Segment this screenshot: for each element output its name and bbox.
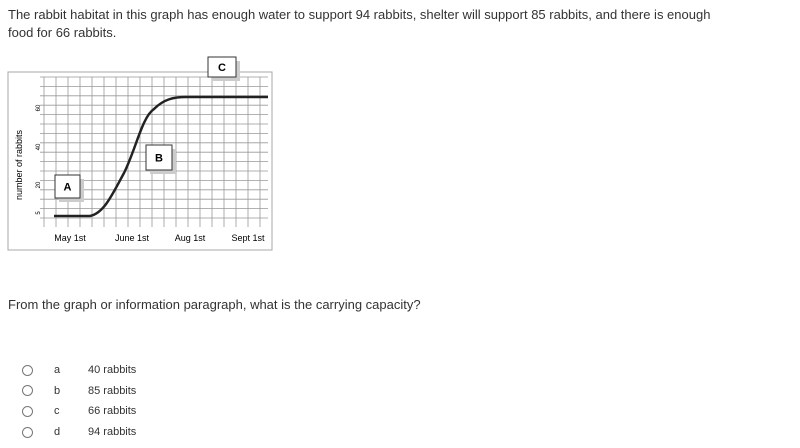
option-text: 66 rabbits [88, 405, 137, 418]
marker-box [207, 56, 237, 78]
option[interactable]: b 85 rabbits [22, 381, 136, 401]
marker-box [145, 144, 173, 171]
radio-button[interactable] [22, 364, 33, 376]
x-tick-label: May 1st [54, 233, 86, 243]
marker-label: A [64, 182, 72, 194]
option-text: 40 rabbits [88, 364, 137, 376]
x-tick-label: Aug 1st [175, 233, 206, 243]
y-tick-label: 60 [36, 104, 42, 111]
option-letter: b [54, 384, 61, 397]
radio-button[interactable] [22, 426, 33, 438]
y-axis-label: number of rabbits [14, 129, 24, 200]
option[interactable]: d 94 rabbits [22, 422, 136, 442]
y-tick-label: 40 [36, 143, 42, 150]
graph: number of rabbits 60 40 20 5 May 1st June 1st A… [7, 56, 273, 251]
option-letter: c [54, 405, 60, 418]
radio-button[interactable] [22, 405, 33, 417]
marker-label: C [218, 62, 226, 74]
option-text: 85 rabbits [88, 384, 137, 397]
x-tick-label: June 1st [115, 233, 150, 243]
y-tick-label: 20 [36, 181, 42, 188]
x-tick-label: Sept 1st [231, 233, 265, 243]
option[interactable]: c 66 rabbits [22, 401, 136, 421]
option-text: 94 rabbits [88, 426, 137, 439]
prompt-text: From the graph or information paragraph,… [8, 297, 421, 312]
marker-box [54, 174, 81, 199]
marker-label: B [155, 153, 163, 165]
growth-curve [54, 95, 268, 218]
radio-button[interactable] [22, 385, 33, 397]
option-letter: d [54, 426, 61, 439]
question-text: The rabbit habitat in this graph has eno… [8, 7, 711, 40]
option[interactable]: a 40 rabbits [22, 360, 136, 380]
option-letter: a [54, 364, 61, 376]
y-tick-label: 5 [36, 211, 42, 215]
